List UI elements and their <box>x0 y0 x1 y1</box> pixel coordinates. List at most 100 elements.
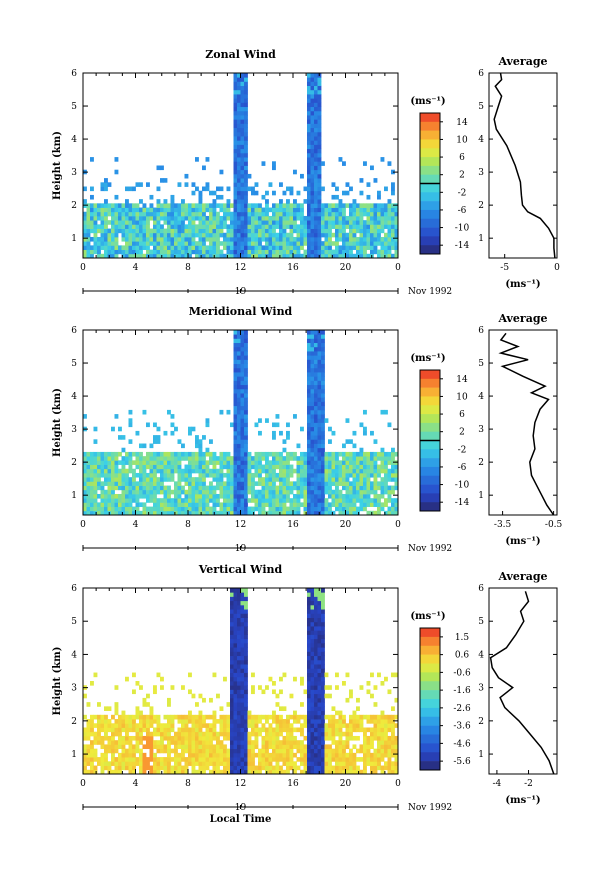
heatmap-cell <box>202 761 206 766</box>
heatmap-cell <box>366 489 371 495</box>
heatmap-cell <box>226 498 231 503</box>
heatmap-cell <box>139 769 143 775</box>
heatmap-cell <box>184 489 189 495</box>
heatmap-cell <box>240 681 245 686</box>
heatmap-cell <box>310 727 315 733</box>
heatmap-cell <box>293 203 297 208</box>
heatmap-cell <box>247 472 252 478</box>
heatmap-cell <box>279 249 283 255</box>
heatmap-cell <box>163 485 168 491</box>
heatmap-cell <box>170 477 175 482</box>
heatmap-cell <box>104 203 108 208</box>
heatmap-cell <box>244 731 248 737</box>
heatmap-cell <box>132 757 136 762</box>
heatmap-cell <box>174 502 178 507</box>
heatmap-cell <box>307 731 311 737</box>
heatmap-cell <box>230 689 234 695</box>
heatmap-cell <box>324 481 329 486</box>
y-tick-label: 6 <box>71 584 77 594</box>
colorbar-swatch <box>420 628 440 638</box>
heatmap-cell <box>317 672 322 678</box>
heatmap-cell <box>233 228 238 234</box>
heatmap-cell <box>93 757 98 762</box>
heatmap-cell <box>296 215 301 221</box>
heatmap-cell <box>310 642 315 648</box>
heatmap-cell <box>100 472 105 478</box>
heatmap-cell <box>359 220 364 225</box>
heatmap-cell <box>345 723 350 728</box>
heatmap-cell <box>233 630 238 635</box>
heatmap-cell <box>202 510 206 516</box>
heatmap-cell <box>132 224 136 229</box>
heatmap-cell <box>317 207 322 213</box>
heatmap-cell <box>286 510 290 516</box>
heatmap-cell <box>275 422 280 428</box>
heatmap-cell <box>328 228 332 234</box>
heatmap-cell <box>321 334 325 339</box>
heatmap-cell <box>93 241 98 246</box>
heatmap-cell <box>300 472 304 478</box>
heatmap-cell <box>314 152 318 158</box>
heatmap-cell <box>272 485 276 491</box>
heatmap-cell <box>142 769 147 775</box>
y-tick-label: 4 <box>71 392 77 402</box>
heatmap-cell <box>275 245 280 250</box>
heatmap-cell <box>321 689 325 695</box>
heatmap-cell <box>314 405 318 411</box>
x-tick-label: 8 <box>185 779 191 789</box>
x-tick-label: 4 <box>133 263 139 273</box>
heatmap-cell <box>93 468 98 474</box>
heatmap-cell <box>90 769 94 775</box>
heatmap-cell <box>160 241 164 246</box>
heatmap-cell <box>345 468 350 474</box>
y-tick-label: 6 <box>71 69 77 79</box>
heatmap-cell <box>261 232 266 238</box>
heatmap-cell <box>223 211 227 217</box>
heatmap-cell <box>384 481 388 486</box>
heatmap-cell <box>310 506 315 512</box>
heatmap-cell <box>317 220 322 225</box>
heatmap-cell <box>153 765 157 771</box>
heatmap-cell <box>163 215 168 221</box>
heatmap-cell <box>391 735 395 741</box>
heatmap-cell <box>268 723 273 728</box>
heatmap-cell <box>153 472 157 478</box>
heatmap-cell <box>317 719 322 724</box>
heatmap-cell <box>391 186 395 192</box>
heatmap-cell <box>240 621 245 627</box>
heatmap-cell <box>338 224 343 229</box>
heatmap-cell <box>317 422 322 428</box>
heatmap-cell <box>349 693 353 699</box>
heatmap-cell <box>345 215 350 221</box>
heatmap <box>83 73 399 259</box>
heatmap-cell <box>83 506 87 512</box>
heatmap-cell <box>387 714 392 720</box>
heatmap-cell <box>86 477 91 482</box>
heatmap-cell <box>244 380 248 386</box>
heatmap-cell <box>321 477 325 482</box>
heatmap-cell <box>146 472 150 478</box>
heatmap-cell <box>216 211 220 217</box>
heatmap-cell <box>167 748 171 754</box>
heatmap-cell <box>226 765 231 771</box>
heatmap-cell <box>100 714 105 720</box>
heatmap-cell <box>244 630 248 635</box>
heatmap-cell <box>272 719 276 724</box>
heatmap-cell <box>216 765 220 771</box>
heatmap-cell <box>391 253 395 259</box>
heatmap-cell <box>118 468 122 474</box>
heatmap-cell <box>135 211 140 217</box>
heatmap-cell <box>356 706 360 711</box>
heatmap-cell <box>258 241 262 246</box>
heatmap-cell <box>387 761 392 766</box>
heatmap-cell <box>391 714 395 720</box>
heatmap-cell <box>289 456 294 461</box>
heatmap-cell <box>107 481 112 486</box>
heatmap-cell <box>156 727 161 733</box>
heatmap-cell <box>244 642 248 648</box>
heatmap-cell <box>188 451 192 457</box>
heatmap-cell <box>188 714 192 720</box>
heatmap-cell <box>377 236 381 242</box>
heatmap-cell <box>139 468 143 474</box>
heatmap-cell <box>293 510 297 516</box>
